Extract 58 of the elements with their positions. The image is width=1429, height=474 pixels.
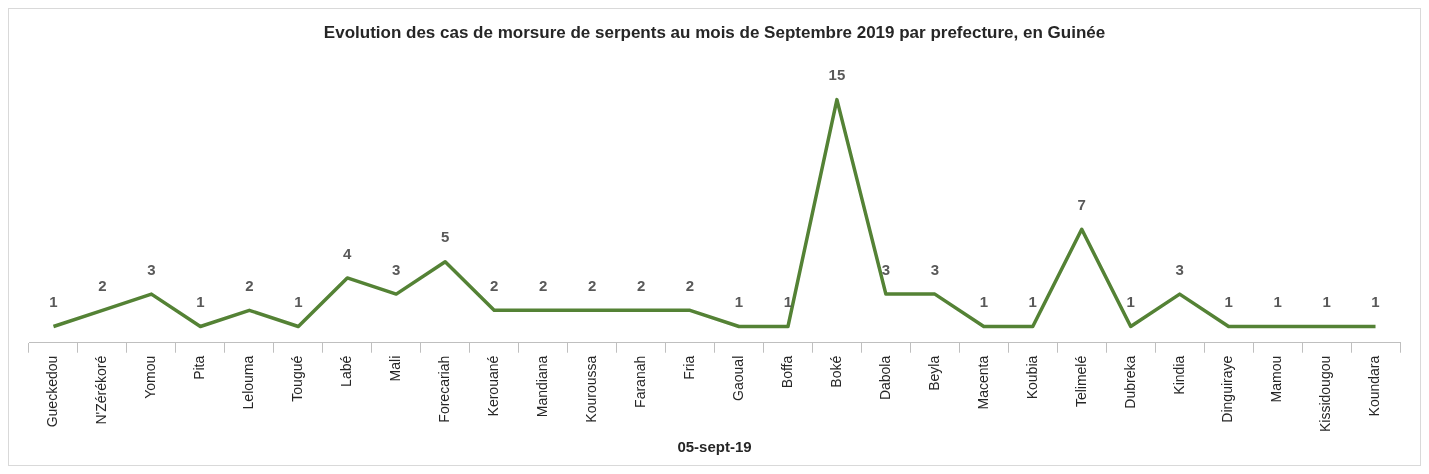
data-label: 1 xyxy=(1273,293,1282,311)
x-tick-label: Mali xyxy=(387,355,404,382)
x-tick-label: Pita xyxy=(191,355,208,380)
data-label: 3 xyxy=(930,260,940,278)
x-tick-label: Yomou xyxy=(142,355,159,399)
data-label: 5 xyxy=(441,228,450,246)
data-label: 3 xyxy=(147,260,156,278)
data-label: 1 xyxy=(1371,293,1380,311)
x-tick-label: Gaoual xyxy=(729,355,746,401)
data-label: 1 xyxy=(196,293,205,311)
x-tick-label: Mandiana xyxy=(533,355,550,418)
x-tick-label: Lelouma xyxy=(240,355,257,410)
data-label: 1 xyxy=(1322,293,1331,311)
data-label: 2 xyxy=(685,276,695,294)
x-tick-label: Kerouané xyxy=(485,355,502,417)
data-label: 2 xyxy=(538,276,548,294)
data-label: 2 xyxy=(636,276,646,294)
x-tick-label: Gueckedou xyxy=(44,355,61,428)
x-tick-label: Boffa xyxy=(778,355,795,389)
data-label: 3 xyxy=(392,260,401,278)
x-tick-label: Dubreka xyxy=(1121,355,1138,409)
data-label: 4 xyxy=(343,244,353,262)
x-axis-title: 05-sept-19 xyxy=(677,438,752,456)
x-tick-label: Koubia xyxy=(1023,355,1040,400)
x-tick-label: Kouroussa xyxy=(582,355,599,423)
x-tick-label: Kissidougou xyxy=(1317,355,1334,433)
data-label: 2 xyxy=(98,276,107,294)
data-label: 7 xyxy=(1077,195,1086,213)
x-tick-label: Mamou xyxy=(1268,355,1285,403)
data-label: 1 xyxy=(979,293,988,311)
data-label: 3 xyxy=(1175,260,1184,278)
x-tick-label: Dabola xyxy=(876,355,893,401)
x-tick-label: Forecariah xyxy=(436,355,453,423)
data-label: 2 xyxy=(489,276,499,294)
data-label: 1 xyxy=(734,293,744,311)
data-label: 1 xyxy=(294,293,303,311)
x-tick-label: Dinguiraye xyxy=(1219,355,1236,423)
x-tick-label: Labé xyxy=(338,355,355,387)
data-label: 1 xyxy=(1224,293,1233,311)
data-label: 1 xyxy=(1028,293,1037,311)
x-tick-label: Boké xyxy=(827,355,844,388)
x-tick-label: Telimelé xyxy=(1072,355,1089,408)
data-label: 1 xyxy=(49,293,58,311)
data-label: 1 xyxy=(783,293,793,311)
x-tick-label: N'Zérékoré xyxy=(93,355,110,425)
x-tick-label: Tougué xyxy=(289,355,306,402)
data-label: 1 xyxy=(1126,293,1135,311)
x-tick-label: Koundara xyxy=(1366,355,1383,417)
data-label: 2 xyxy=(245,276,254,294)
x-tick-label: Kindia xyxy=(1170,355,1187,395)
x-tick-label: Macenta xyxy=(974,355,991,410)
x-tick-label: Beyla xyxy=(925,355,942,391)
x-tick-label: Fria xyxy=(680,355,697,380)
data-label: 2 xyxy=(587,276,597,294)
x-tick-label: Faranah xyxy=(631,355,648,408)
data-label: 3 xyxy=(881,260,891,278)
chart-title: Evolution des cas de morsure de serpents au mois de Septembre 2019 par prefecture, en Guinée xyxy=(323,22,1106,42)
data-label: 15 xyxy=(828,66,846,84)
